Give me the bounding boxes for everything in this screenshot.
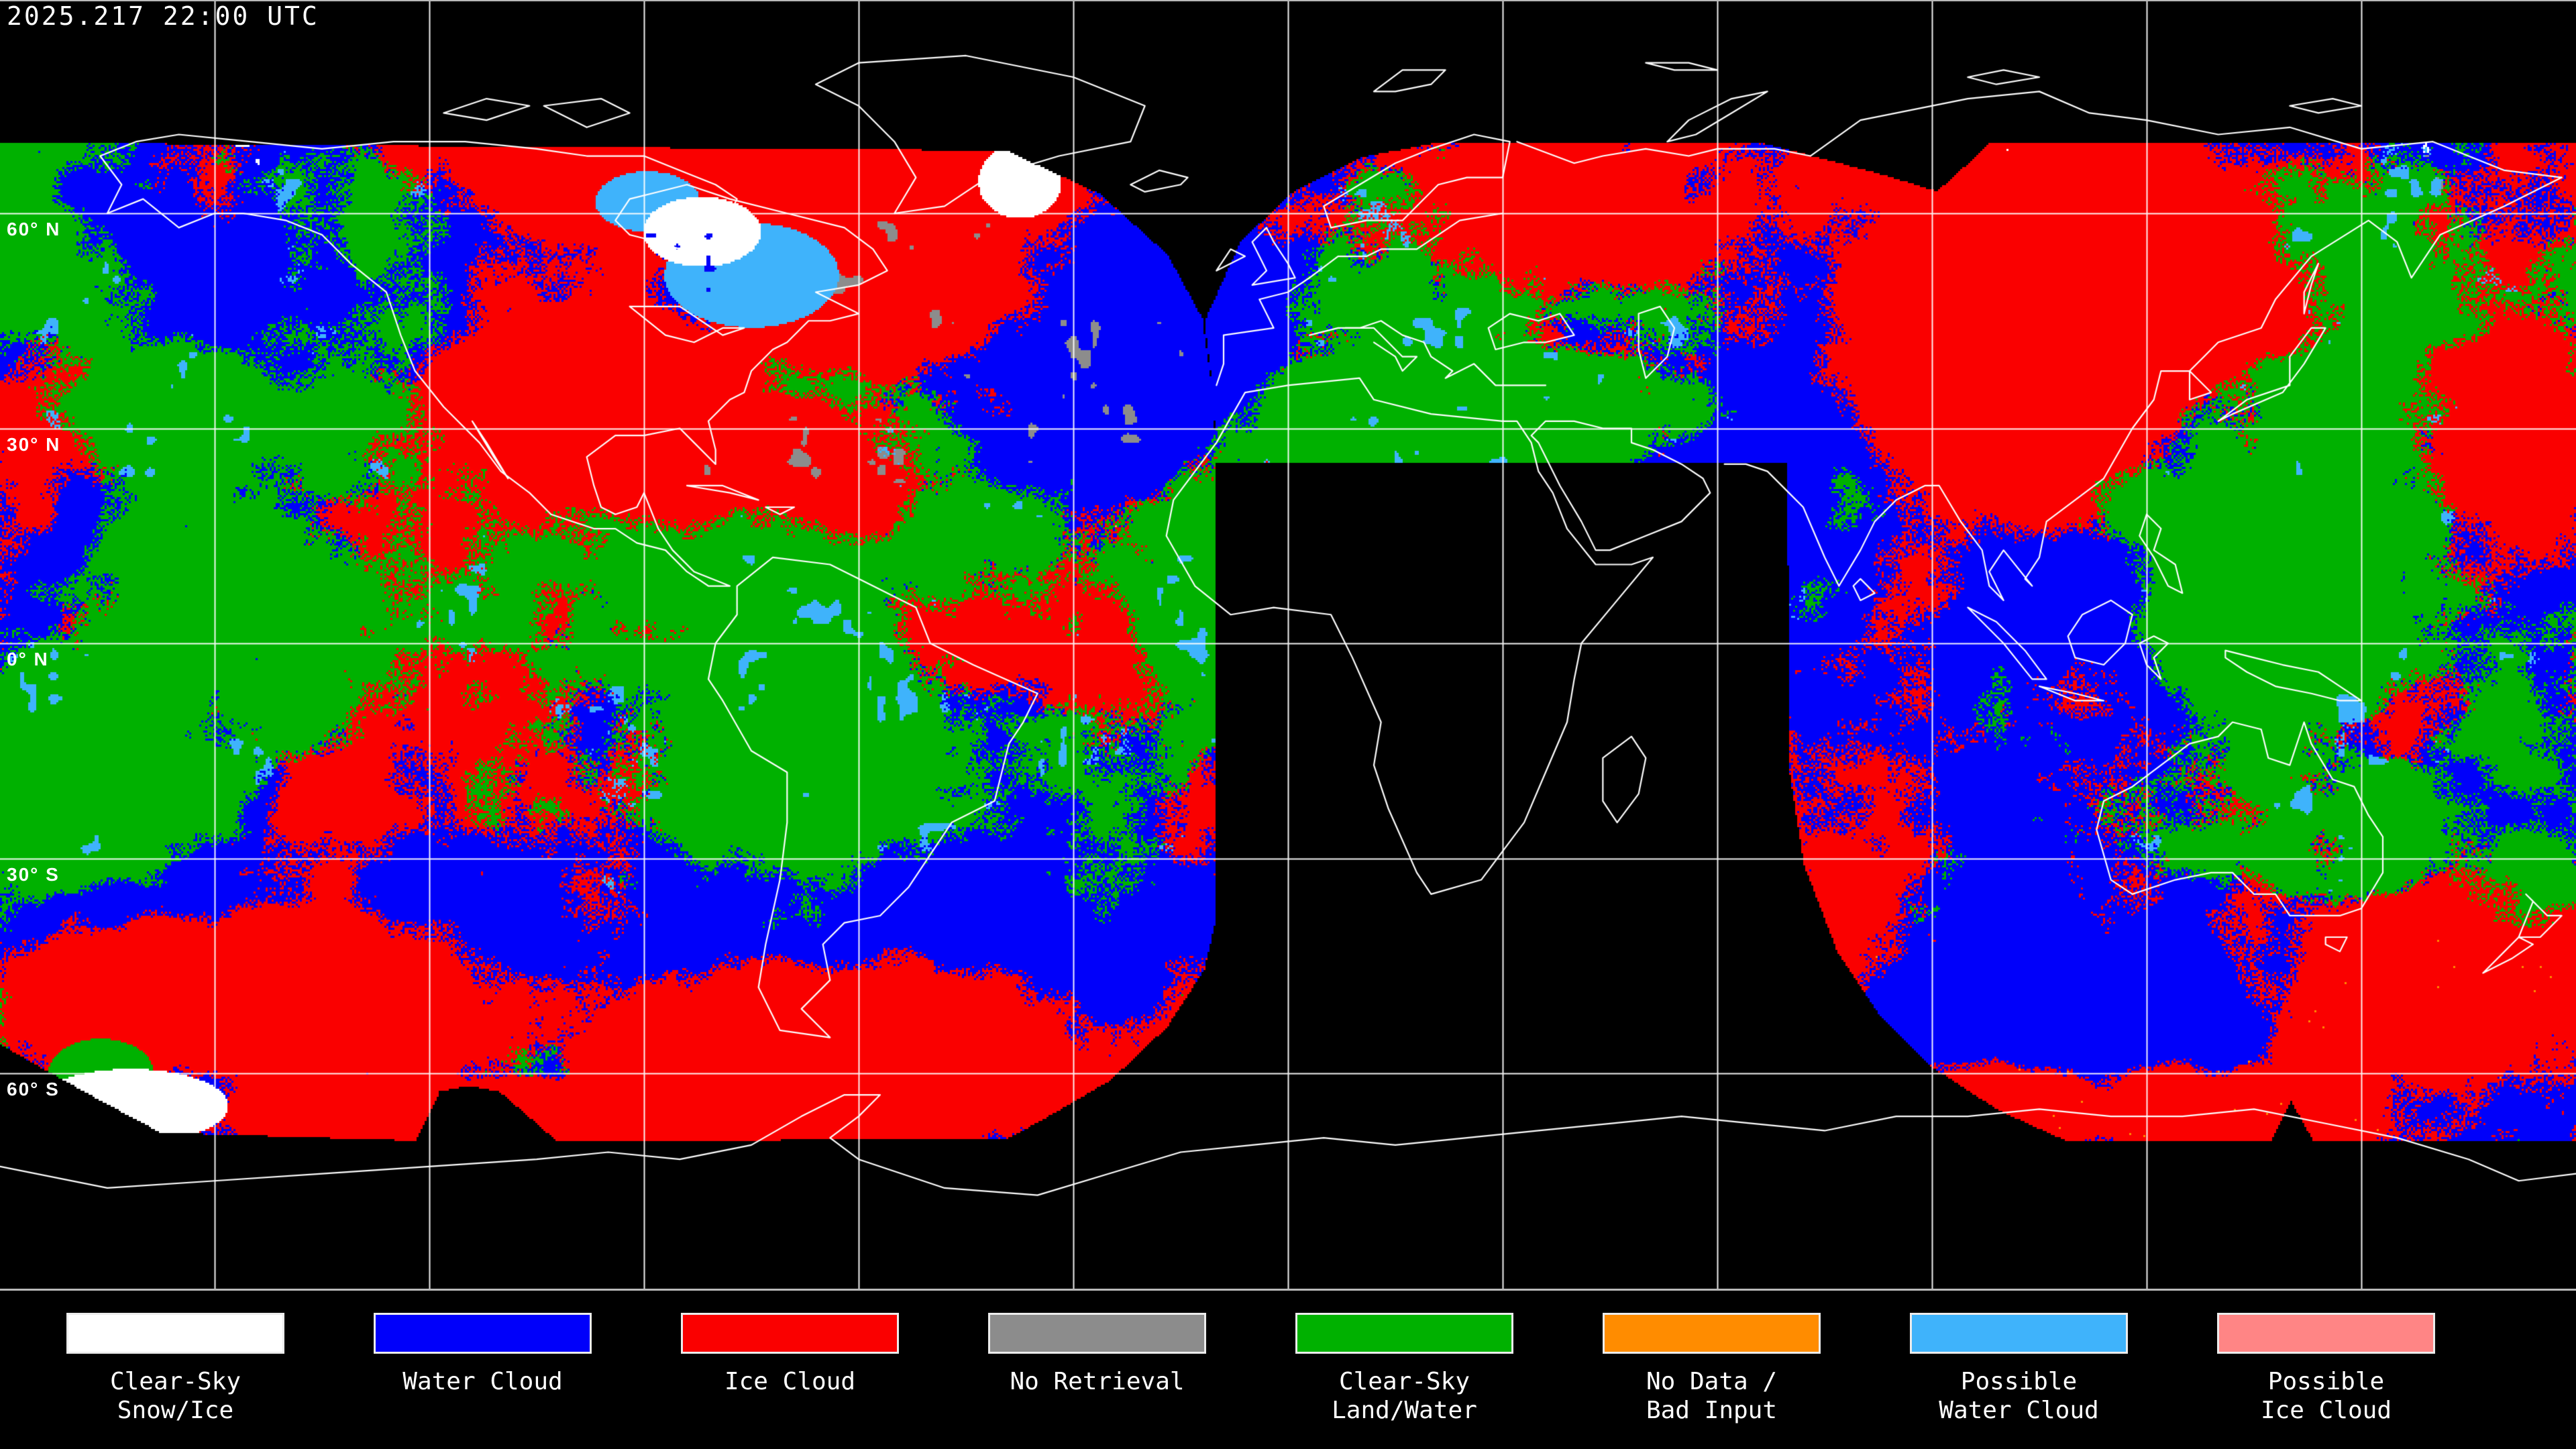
latitude-label: 60° N [7,219,61,239]
latitude-label: 30° S [7,863,60,885]
legend-item: Possible Ice Cloud [2217,1313,2435,1425]
legend-item: Clear-Sky Land/Water [1295,1313,1513,1425]
legend-label: No Retrieval [1010,1368,1185,1395]
legend-label: Ice Cloud [724,1368,856,1395]
latitude-label: 60° S [7,1079,60,1099]
legend-item: Water Cloud [374,1313,592,1396]
legend-color-swatch [2217,1313,2435,1354]
legend-label: Possible Ice Cloud [2260,1368,2392,1424]
legend-color-swatch [1910,1313,2128,1354]
world-map-canvas [0,0,2576,1290]
legend-color-swatch [988,1313,1206,1354]
legend-label: Possible Water Cloud [1939,1368,2099,1424]
timestamp-label: 2025.217 22:00 UTC [7,1,319,31]
legend-color-swatch [374,1313,592,1354]
latitude-label: 0° N [7,649,49,669]
legend-separator-line [0,1289,2576,1291]
legend-color-swatch [1295,1313,1513,1354]
legend-label: No Data / Bad Input [1646,1368,1778,1424]
legend-color-swatch [1603,1313,1821,1354]
legend-item: No Data / Bad Input [1603,1313,1821,1425]
legend-bar: Clear-Sky Snow/Ice Water Cloud Ice Cloud No… [0,1291,2576,1449]
world-map-area: 2025.217 22:00 UTC 60° N 30° N 0° N 30° S 60… [0,0,2576,1290]
legend-item: No Retrieval [988,1313,1206,1396]
legend-label: Water Cloud [402,1368,563,1395]
legend-label: Clear-Sky Land/Water [1332,1368,1477,1424]
legend-item: Clear-Sky Snow/Ice [66,1313,284,1425]
legend-item: Ice Cloud [681,1313,899,1396]
legend-color-swatch [681,1313,899,1354]
legend-label: Clear-Sky Snow/Ice [109,1368,241,1424]
latitude-label: 30° N [7,433,61,455]
legend-color-swatch [66,1313,284,1354]
top-border-line [0,0,2576,1]
legend-item: Possible Water Cloud [1910,1313,2128,1425]
